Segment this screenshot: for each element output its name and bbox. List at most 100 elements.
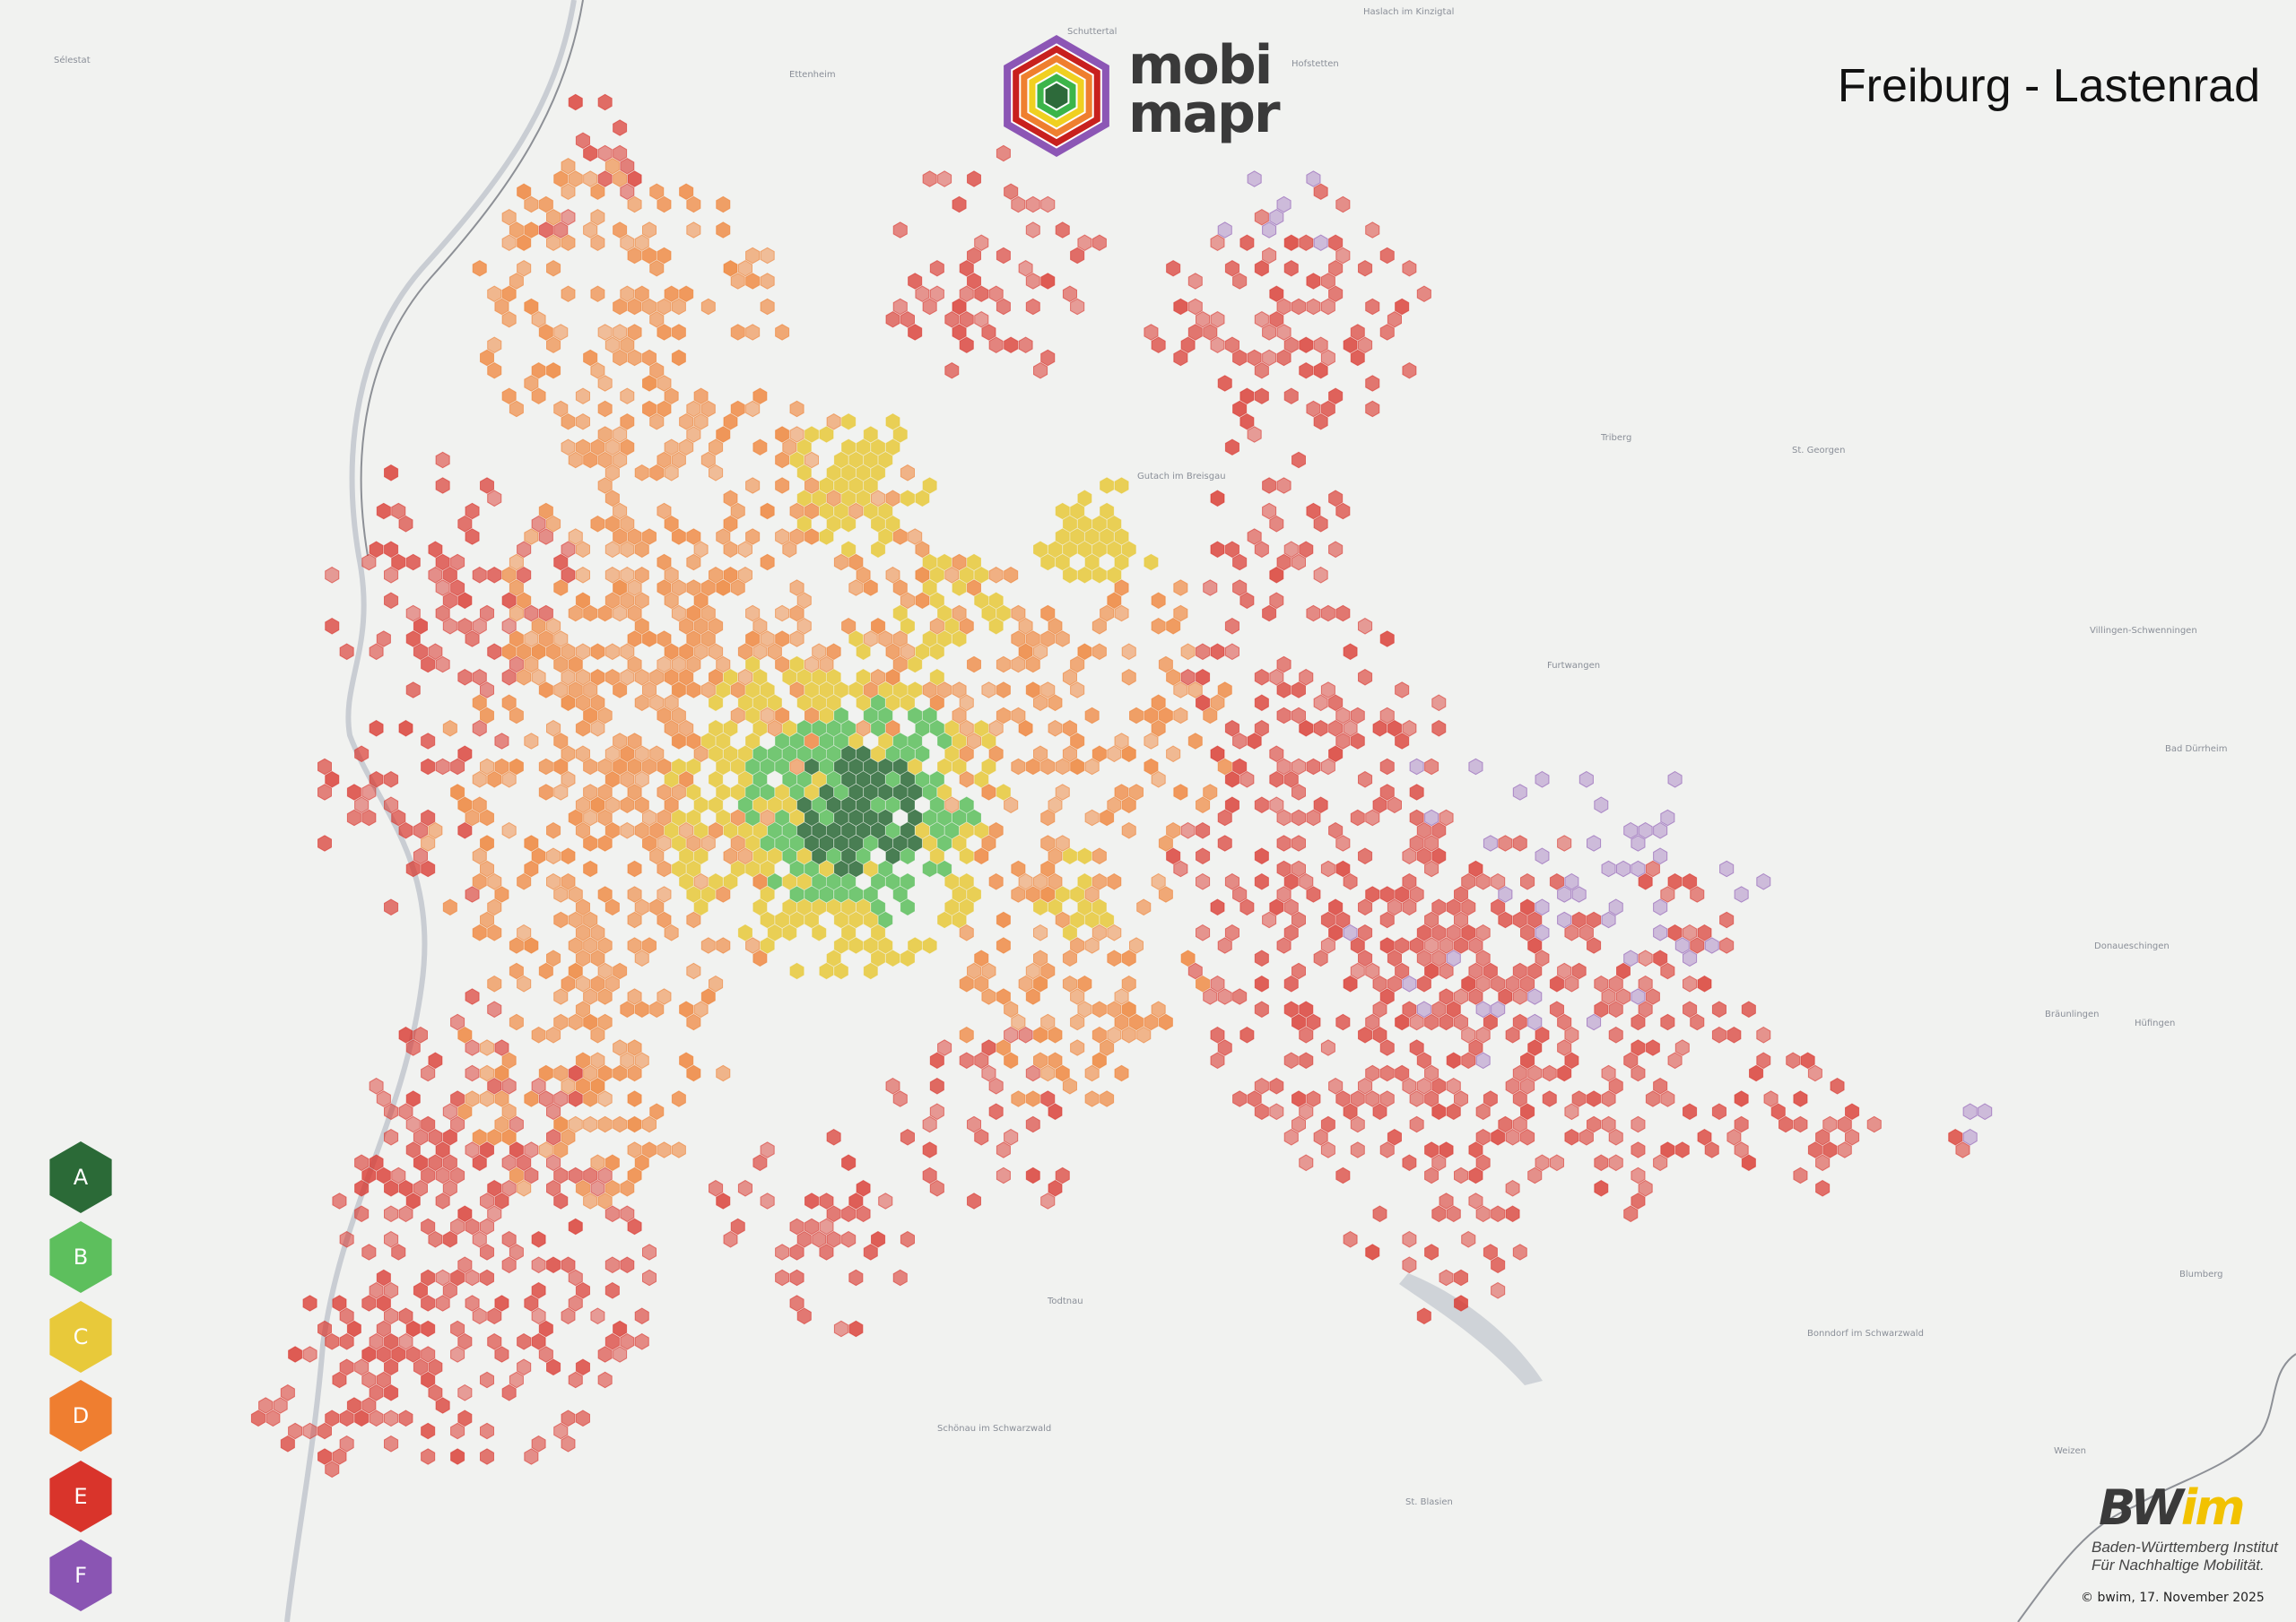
hex-cell-d	[671, 349, 686, 367]
hex-cell-d	[634, 898, 649, 916]
hex-cell-d	[642, 247, 657, 265]
hex-cell-e	[1667, 872, 1683, 890]
hex-cell-e	[1299, 719, 1314, 737]
hex-cell-d	[959, 719, 974, 737]
hex-cell-e	[361, 1167, 377, 1184]
hex-cell-e	[1292, 451, 1306, 469]
hex-cell-d	[664, 387, 679, 404]
hex-cell-f	[1446, 950, 1461, 967]
hex-cell-d	[1151, 719, 1166, 737]
hex-cell-e	[1306, 1013, 1321, 1031]
hex-cell-d	[657, 630, 672, 647]
hex-cell-e	[1395, 681, 1410, 698]
hex-cell-e	[841, 1205, 857, 1223]
hex-cell-d	[1158, 886, 1173, 903]
hex-cell-d	[1048, 796, 1063, 814]
hex-cell-d	[1151, 1001, 1166, 1019]
hex-cell-d	[494, 1090, 509, 1107]
hex-cell-e	[1491, 975, 1506, 993]
hex-cell-c	[826, 515, 841, 533]
hex-cell-e	[1372, 1205, 1387, 1223]
hex-cell-c	[760, 937, 775, 954]
hex-cell-e	[1387, 898, 1402, 916]
hex-cell-e	[1328, 260, 1344, 277]
hex-cell-d	[494, 1064, 509, 1082]
hex-cell-c	[833, 937, 848, 954]
hex-cell-e	[273, 1397, 288, 1414]
hex-cell-e	[1276, 553, 1292, 571]
hex-cell-e	[1372, 975, 1387, 993]
hex-cell-d	[848, 502, 864, 520]
hex-cell-d	[590, 285, 605, 302]
hex-cell-c	[664, 770, 679, 788]
hex-cell-c	[944, 617, 960, 635]
hex-cell-a	[863, 784, 878, 801]
hex-cell-b	[752, 770, 768, 788]
hex-cell-c	[693, 821, 709, 839]
hex-cell-d	[657, 579, 672, 596]
hex-cell-c	[871, 745, 886, 763]
hex-cell-e	[561, 1435, 576, 1453]
hex-cell-e	[421, 655, 436, 673]
hex-cell-c	[1062, 924, 1077, 941]
hex-cell-d	[737, 847, 752, 865]
hex-cell-e	[405, 1115, 421, 1133]
hex-cell-c	[974, 566, 989, 584]
hex-cell-b	[775, 733, 790, 750]
hex-cell-e	[1734, 1115, 1749, 1133]
hex-cell-e	[1358, 770, 1373, 788]
hex-cell-e	[1343, 975, 1358, 993]
hex-cell-d	[524, 375, 539, 392]
hex-cell-e	[1025, 221, 1040, 239]
hex-cell-e	[354, 1205, 370, 1223]
hex-cell-e	[568, 1218, 583, 1236]
hex-cell-e	[1306, 886, 1321, 903]
hex-cell-d	[1025, 681, 1040, 698]
credits-line2: Für Nachhaltige Mobilität.	[2092, 1557, 2265, 1574]
hex-cell-e	[302, 1422, 317, 1440]
hex-cell-c	[1033, 541, 1048, 559]
hex-cell-d	[649, 311, 665, 328]
hex-cell-d	[627, 195, 642, 213]
hex-cell-e	[1616, 962, 1631, 980]
hex-cell-e	[988, 1077, 1004, 1095]
hex-cell-e	[1395, 886, 1410, 903]
hex-cell-a	[885, 847, 900, 865]
hex-cell-d	[1158, 835, 1173, 852]
hex-cell-e	[435, 451, 450, 469]
hex-cell-e	[361, 809, 377, 827]
hex-cell-d	[480, 809, 494, 827]
hex-cell-e	[819, 1193, 834, 1210]
hex-cell-e	[1070, 298, 1085, 316]
hex-cell-b	[752, 745, 768, 763]
hex-cell-c	[952, 835, 967, 852]
hex-cell-e	[1756, 1026, 1771, 1044]
hex-cell-d	[730, 502, 745, 520]
hex-cell-d	[604, 541, 620, 559]
hex-cell-e	[568, 93, 583, 111]
hex-cell-c	[1070, 502, 1085, 520]
hex-cell-d	[568, 604, 583, 622]
hex-cell-d	[1151, 694, 1166, 712]
hex-cell-e	[428, 566, 443, 584]
hex-cell-e	[1424, 1064, 1439, 1082]
hex-cell-e	[1283, 898, 1299, 916]
hex-cell-e	[1468, 988, 1483, 1005]
hex-cell-d	[664, 694, 679, 712]
hex-cell-c	[789, 451, 804, 469]
hex-cell-e	[339, 1230, 354, 1248]
hex-cell-e	[1320, 681, 1335, 698]
hex-cell-e	[1180, 821, 1196, 839]
hex-cell-d	[981, 681, 996, 698]
hex-cell-a	[871, 821, 886, 839]
hex-cell-d	[679, 821, 694, 839]
hex-cell-d	[524, 860, 539, 878]
hex-cell-e	[1475, 1026, 1491, 1044]
hex-cell-e	[1807, 1064, 1822, 1082]
hex-cell-d	[952, 681, 967, 698]
hex-cell-e	[1416, 821, 1431, 839]
hex-cell-e	[1416, 924, 1431, 941]
hex-cell-e	[442, 1230, 457, 1248]
hex-cell-c	[812, 490, 827, 507]
